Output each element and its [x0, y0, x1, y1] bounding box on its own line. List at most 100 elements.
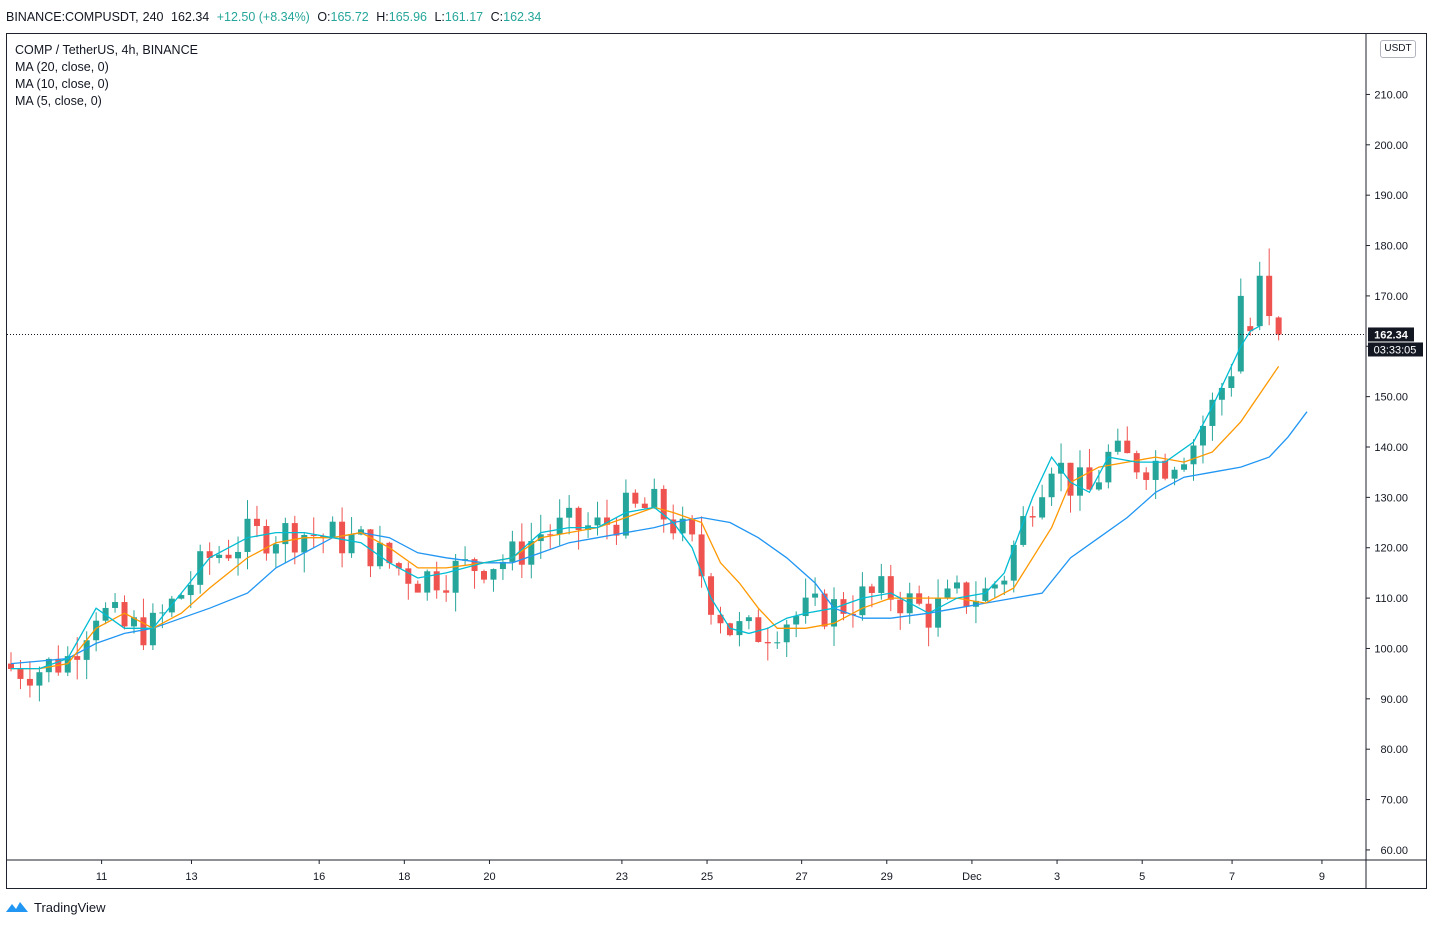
candle-body: [717, 614, 724, 624]
candle-body: [1256, 275, 1263, 327]
time-tick-label: Dec: [962, 871, 982, 883]
candle-body: [1275, 317, 1282, 335]
candle-body: [1143, 472, 1150, 480]
candle-body: [244, 518, 251, 552]
candle-body: [935, 597, 942, 628]
candle-body: [1247, 326, 1254, 332]
legend-ma20[interactable]: MA (20, close, 0): [15, 60, 109, 74]
candle-body: [367, 529, 374, 567]
candle-body: [944, 588, 951, 598]
candle-body: [1237, 295, 1244, 372]
candle-body: [443, 590, 450, 593]
candle-body: [509, 541, 516, 562]
candle-body: [1228, 376, 1235, 388]
candle-body: [925, 603, 932, 628]
candle-body: [64, 656, 71, 673]
time-tick-label: 29: [881, 871, 893, 883]
candle-body: [1076, 467, 1083, 496]
candle-body: [17, 668, 24, 679]
candle-body: [868, 586, 875, 593]
price-tick-label: 130.00: [1374, 492, 1408, 504]
candle-body: [556, 517, 563, 535]
candle-body: [1067, 462, 1074, 496]
candle-body: [1029, 516, 1036, 518]
ma5-line: [11, 325, 1261, 670]
candle-body: [594, 517, 601, 526]
candle-body: [518, 541, 525, 565]
price-change: +12.50 (+8.34%): [216, 10, 310, 24]
candle-body: [575, 507, 582, 530]
candle-body: [755, 617, 762, 642]
candle-body: [641, 503, 648, 509]
time-tick-label: 16: [313, 871, 325, 883]
candle-body: [386, 542, 393, 564]
candle-body: [632, 492, 639, 504]
candle-body: [1199, 425, 1206, 446]
price-axis[interactable]: 60.00 70.00 80.00 90.00 100.00 110.00 120.00 13…: [1365, 34, 1408, 888]
candle-body: [481, 571, 487, 580]
legend-title[interactable]: COMP / TetherUS, 4h, BINANCE: [15, 43, 198, 57]
last-price-label: 162.34: [1374, 329, 1409, 341]
candle-body: [329, 521, 336, 538]
price-tick-label: 70.00: [1380, 795, 1408, 807]
interval[interactable]: 240: [142, 10, 164, 24]
currency-button[interactable]: USDT: [1380, 40, 1416, 58]
candle-body: [972, 600, 979, 607]
price-tick-label: 120.00: [1374, 543, 1408, 555]
candle-body: [954, 582, 960, 589]
candle-body: [206, 551, 213, 558]
candle-body: [1209, 399, 1216, 426]
price-tick-label: 90.00: [1380, 694, 1408, 706]
candle-body: [1105, 451, 1112, 483]
candle-body: [1162, 460, 1169, 479]
price-tick-label: 150.00: [1374, 392, 1408, 404]
candle-body: [887, 576, 894, 600]
open-value: 165.72: [330, 10, 369, 24]
countdown-label-bg: [1368, 342, 1423, 357]
candle-body: [310, 534, 317, 537]
time-tick-label: 7: [1229, 871, 1235, 883]
candle-body: [130, 617, 137, 627]
candles: [8, 248, 1282, 702]
legend-ma5[interactable]: MA (5, close, 0): [15, 94, 102, 108]
time-tick-label: 25: [701, 871, 713, 883]
candle-body: [1039, 497, 1046, 518]
time-tick-label: 23: [616, 871, 628, 883]
candle-body: [93, 620, 100, 641]
candle-body: [272, 544, 279, 554]
candle-body: [253, 518, 260, 527]
countdown-label: 03:33:05: [1374, 344, 1417, 356]
candle-body: [8, 663, 14, 669]
candle-body: [698, 534, 705, 577]
time-tick-label: 5: [1139, 871, 1145, 883]
candle-body: [622, 492, 629, 536]
candle-body: [159, 612, 166, 614]
candle-body: [1114, 440, 1121, 452]
time-axis[interactable]: 11 13 16 18 20 23 25 27 29 Dec 3 5 7 9: [7, 859, 1426, 883]
candle-body: [812, 593, 819, 598]
chart-pane[interactable]: [6, 33, 1427, 889]
candle-body: [840, 599, 847, 614]
candle-body: [689, 518, 696, 535]
candle-body: [1010, 544, 1017, 581]
candle-body: [1001, 580, 1008, 585]
close-label: C:: [490, 10, 504, 24]
candle-body: [197, 551, 204, 585]
candle-body: [566, 507, 573, 518]
tradingview-footer[interactable]: TradingView: [6, 898, 106, 916]
legend-ma10[interactable]: MA (10, close, 0): [15, 77, 109, 91]
symbol-name[interactable]: BINANCE:COMPUSDT,: [6, 10, 139, 24]
candle-body: [339, 521, 346, 554]
price-tick-label: 140.00: [1374, 442, 1408, 454]
time-tick-label: 11: [96, 871, 107, 883]
last-price-line: 162.34 03:33:05: [7, 327, 1423, 357]
candle-body: [424, 571, 431, 593]
candle-body: [878, 576, 885, 593]
candle-body: [897, 599, 904, 614]
candle-body: [235, 551, 242, 559]
candle-body: [140, 617, 147, 646]
price-tick-label: 170.00: [1374, 291, 1408, 303]
candle-body: [1124, 440, 1131, 454]
candle-body: [216, 554, 223, 558]
